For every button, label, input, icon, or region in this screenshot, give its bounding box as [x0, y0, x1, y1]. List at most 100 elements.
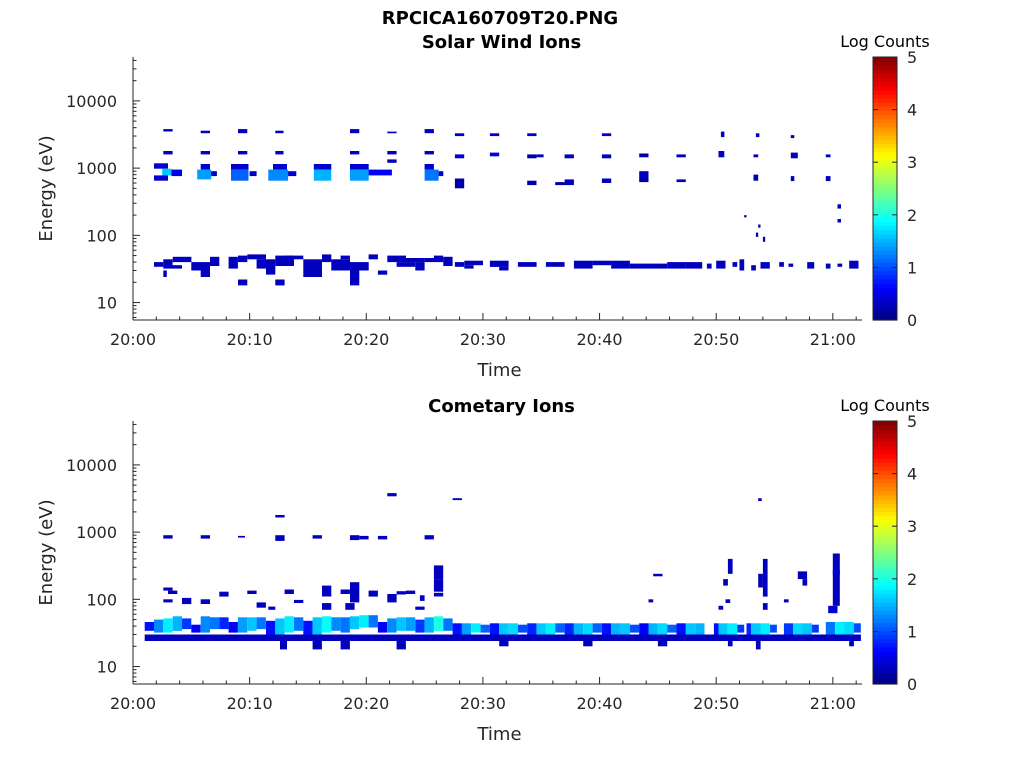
heatmap-cell [825, 622, 836, 635]
colorbar-segment [873, 246, 897, 251]
heatmap-cell [433, 255, 444, 260]
plot-area [133, 57, 862, 320]
colorbar-segment [873, 523, 897, 529]
heatmap-cells [154, 129, 859, 286]
heatmap-cell [849, 260, 859, 269]
heatmap-cell [163, 151, 173, 155]
x-tick-label: 20:20 [343, 330, 389, 349]
colorbar-segment [873, 258, 897, 264]
heatmap-cell [322, 585, 332, 597]
colorbar-segment [873, 474, 897, 480]
heatmap-cell [517, 624, 528, 633]
heatmap-cell [751, 265, 756, 271]
heatmap-cell [564, 623, 574, 635]
heatmap-cell [275, 279, 285, 286]
heatmap-cell [433, 592, 444, 597]
colorbar-segment [873, 490, 897, 496]
heatmap-cell [499, 641, 509, 647]
colorbar-tick-label: 0 [907, 311, 917, 330]
heatmap-cell [219, 591, 229, 597]
heatmap-cell [718, 623, 728, 635]
colorbar-segment [873, 667, 897, 673]
heatmap-cell [527, 154, 537, 159]
colorbar-segment [873, 315, 897, 321]
colorbar-segment [873, 172, 897, 177]
colorbar-segment [873, 429, 897, 434]
heatmap-cell [350, 270, 360, 286]
heatmap-cell [154, 262, 164, 267]
colorbar-segment [873, 89, 897, 95]
heatmap-cell [268, 606, 276, 610]
heatmap-cell [464, 265, 474, 269]
heatmap-cell [200, 616, 210, 633]
colorbar-segment [873, 184, 897, 190]
heatmap-cell [350, 262, 369, 271]
heatmap-cell [396, 591, 406, 595]
panels: 20:00 20:10 20:20 20:30 20:40 20:50 21:0010100… [36, 32, 930, 745]
heatmap-cell [755, 232, 759, 237]
heatmap-cell [424, 258, 444, 263]
colorbar-segment [873, 540, 897, 545]
colorbar-segment [873, 548, 897, 554]
colorbar-label: Log Counts [840, 32, 930, 51]
heatmap-cell [191, 262, 210, 271]
heatmap-cell [419, 595, 425, 601]
heatmap-cell [536, 154, 544, 158]
colorbar-segment [873, 69, 897, 75]
heatmap-cell [517, 262, 537, 267]
x-tick-label: 20:10 [227, 330, 273, 349]
heatmap-cell [657, 641, 668, 647]
heatmap-cell [340, 589, 350, 594]
heatmap-cell [433, 616, 444, 631]
x-tick-label: 20:20 [343, 694, 389, 713]
heatmap-cell [200, 130, 210, 134]
colorbar-segment [873, 81, 897, 87]
heatmap-cell [762, 603, 768, 610]
heatmap-cell [527, 623, 537, 635]
colorbar-segment [873, 647, 897, 652]
colorbar-segment [873, 544, 897, 549]
colorbar-segment [873, 135, 897, 140]
heatmap-cell [811, 624, 819, 633]
colorbar-segment [873, 597, 897, 603]
colorbar-segment [873, 449, 897, 455]
heatmap-cell [182, 618, 192, 630]
heatmap-cell [331, 617, 341, 631]
heatmap-cell [191, 624, 201, 633]
colorbar-segment [873, 196, 897, 202]
heatmap-cell [629, 624, 640, 633]
colorbar-segment [873, 110, 897, 116]
colorbar-segment [873, 425, 897, 430]
x-tick-label: 20:30 [460, 330, 506, 349]
colorbar-segment [873, 671, 897, 677]
colorbar-segment [873, 581, 897, 586]
colorbar-segment [873, 515, 897, 521]
heatmap-cell [387, 255, 406, 263]
heatmap-cell [377, 270, 388, 275]
heatmap-cell [601, 154, 612, 159]
heatmap-cell [648, 263, 668, 269]
heatmap-cell [648, 599, 654, 603]
heatmap-cell [163, 599, 173, 603]
heatmap-cell [424, 164, 434, 170]
heatmap-cell [667, 624, 677, 633]
colorbar-segment [873, 241, 897, 247]
heatmap-cell [555, 623, 565, 633]
colorbar-segment [873, 531, 897, 537]
heatmap-cell [172, 616, 182, 631]
colorbar-segment [873, 679, 897, 685]
heatmap-cell [713, 623, 719, 635]
colorbar-segment [873, 200, 897, 206]
colorbar-tick-label: 0 [907, 675, 917, 694]
colorbar-segment [873, 180, 897, 185]
heatmap-cell [620, 623, 630, 635]
colorbar-segment [873, 130, 897, 136]
heatmap-cell [228, 622, 238, 633]
heatmap-cell [739, 259, 745, 271]
colorbar-segment [873, 618, 897, 623]
heatmap-cell [508, 623, 518, 635]
heatmap-cell [685, 262, 703, 269]
heatmap-cell [211, 171, 217, 177]
colorbar-segment [873, 634, 897, 640]
